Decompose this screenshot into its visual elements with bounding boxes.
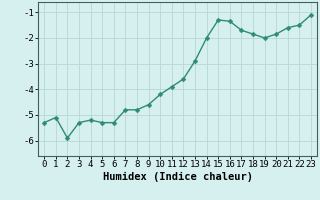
X-axis label: Humidex (Indice chaleur): Humidex (Indice chaleur)	[103, 172, 252, 182]
